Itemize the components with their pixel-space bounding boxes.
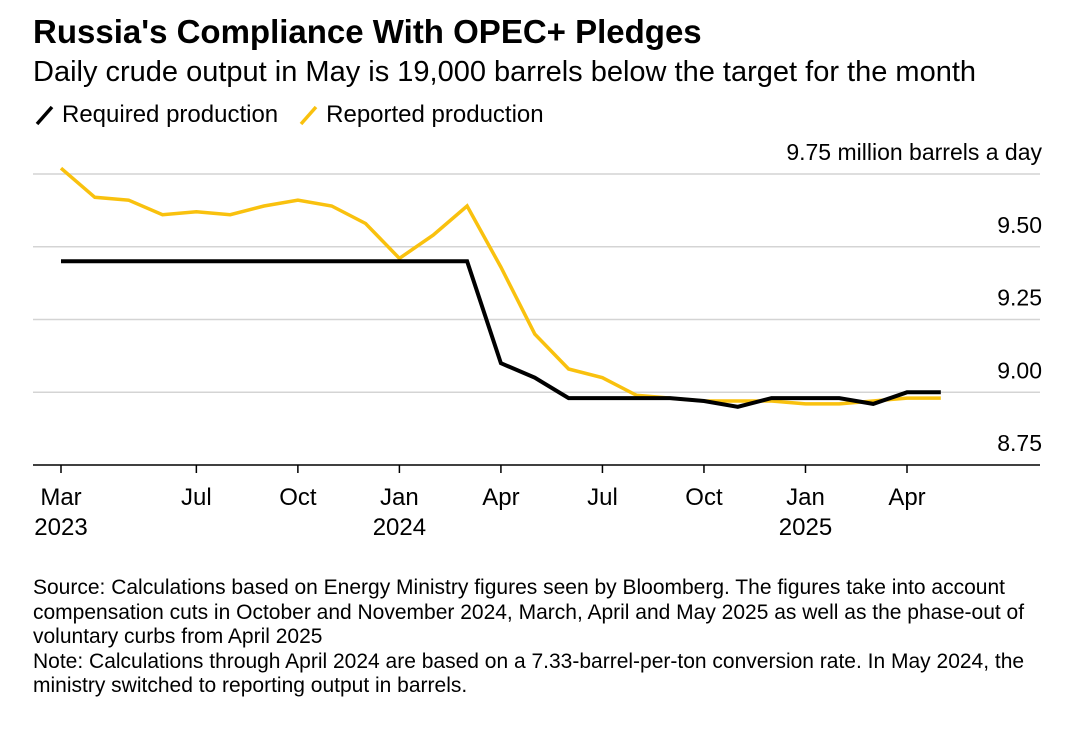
chart-subtitle: Daily crude output in May is 19,000 barr… <box>33 56 977 88</box>
legend-label: Required production <box>62 101 279 128</box>
x-tick-label: Jul <box>587 484 618 511</box>
legend-slash-icon <box>35 105 54 126</box>
x-tick-label: Mar <box>40 484 81 511</box>
x-axis: Mar 2023 Jul Oct Jan 2024 Apr Jul Oct Jan 2025 Apr <box>34 465 926 541</box>
x-tick-year-label: 2024 <box>373 514 426 541</box>
footnotes: Source: Calculations based on Energy Min… <box>33 576 1063 699</box>
y-tick-label: 9.25 <box>997 285 1042 311</box>
y-axis-labels: 8.75 9.00 9.25 9.50 9.75 million barrels a d… <box>786 139 1042 456</box>
x-tick-label: Apr <box>482 484 519 511</box>
legend-label: Reported production <box>326 101 544 128</box>
x-tick-label: Oct <box>279 484 317 511</box>
series-line-reported-production <box>59 166 941 406</box>
x-tick-label: Jan <box>786 484 825 511</box>
x-tick-year-label: 2023 <box>34 514 87 541</box>
legend-slash-icon <box>299 105 318 126</box>
legend: Required production Reported production <box>33 103 563 127</box>
x-tick-label: Oct <box>685 484 723 511</box>
x-tick-label: Apr <box>888 484 925 511</box>
gridlines <box>33 173 1040 466</box>
y-tick-label: 8.75 <box>997 430 1042 456</box>
x-tick-label: Jan <box>380 484 419 511</box>
series-line-required-production <box>61 259 941 409</box>
chart-title: Russia's Compliance With OPEC+ Pledges <box>33 13 702 50</box>
y-tick-label: 9.50 <box>997 212 1042 238</box>
legend-item-reported-production: Reported production <box>297 101 544 128</box>
x-tick-label: Jul <box>181 484 212 511</box>
y-tick-label: 9.00 <box>997 357 1042 383</box>
series-lines <box>59 166 941 409</box>
y-tick-label: 9.75 million barrels a day <box>786 139 1042 165</box>
x-tick-year-label: 2025 <box>779 514 832 541</box>
source-note: Source: Calculations based on Energy Min… <box>33 576 1025 648</box>
line-chart: 8.75 9.00 9.25 9.50 9.75 million barrels a d… <box>33 139 1042 541</box>
methodology-note: Note: Calculations through April 2024 ar… <box>33 649 1025 698</box>
legend-item-required-production: Required production <box>33 103 278 127</box>
